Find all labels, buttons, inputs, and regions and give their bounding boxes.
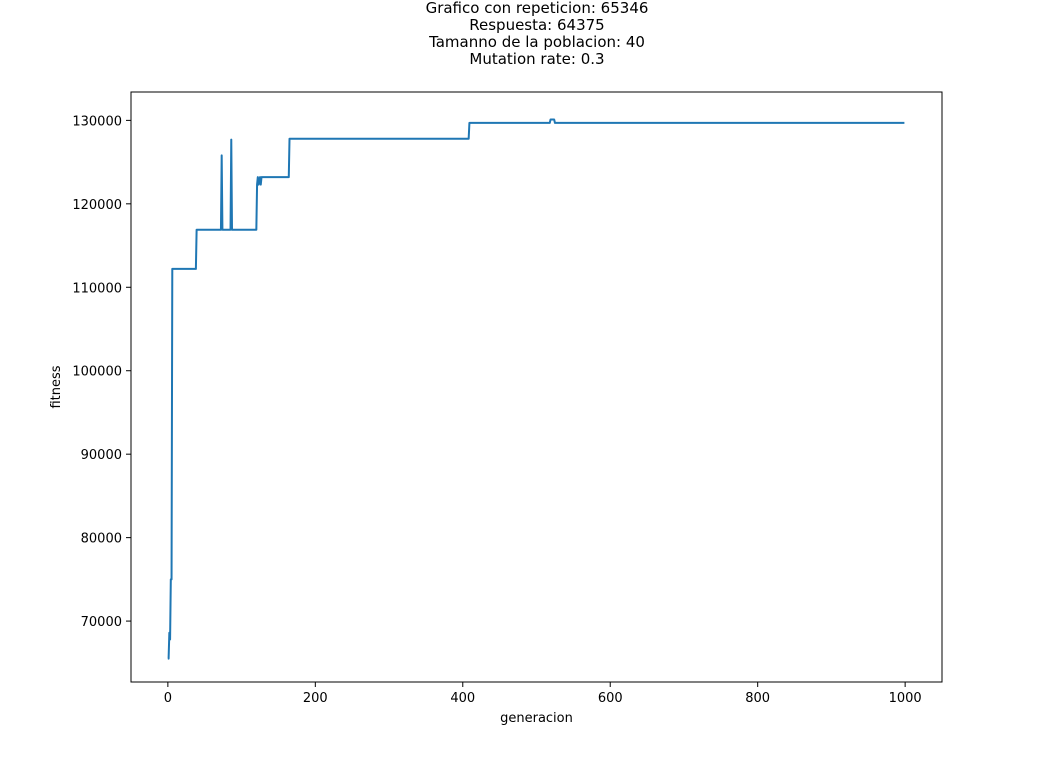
y-tick-label: 80000 (81, 532, 122, 547)
series-line-1 (167, 118, 905, 660)
x-tick-label: 800 (745, 691, 770, 706)
title-line-3: Tamanno de la poblacion: 40 (429, 33, 645, 51)
y-tick-label: 120000 (72, 198, 122, 213)
x-tick-label: 400 (450, 691, 475, 706)
title-line-1: Grafico con repeticion: 65346 (425, 0, 649, 17)
y-tick-label: 110000 (72, 281, 122, 296)
x-tick-label: 200 (303, 691, 328, 706)
title-line-2: Respuesta: 64375 (469, 16, 605, 34)
plot-frame (130, 91, 943, 683)
y-tick-label: 130000 (72, 114, 122, 129)
title-line-4: Mutation rate: 0.3 (469, 50, 605, 68)
x-tick-label: 0 (164, 691, 172, 706)
y-axis-label: fitness (49, 365, 64, 408)
chart-title: Grafico con repeticion: 65346 Respuesta:… (0, 0, 1047, 68)
y-tick-label: 100000 (72, 365, 122, 380)
x-tick-label: 1000 (889, 691, 922, 706)
y-tick-label: 70000 (81, 615, 122, 630)
y-tick-label: 90000 (81, 448, 122, 463)
x-tick-label: 600 (598, 691, 623, 706)
x-axis-label: generacion (500, 711, 573, 726)
